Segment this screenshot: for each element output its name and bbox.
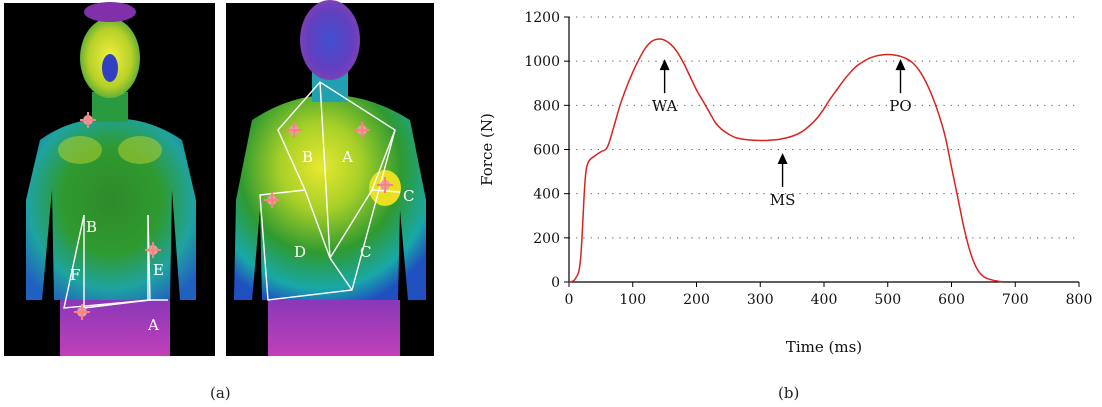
front-label-b: B (86, 218, 97, 236)
force-time-chart: 0 100 200 300 400 500 600 700 800 0 200 400 600 800 10… (478, 10, 1092, 356)
y-tick-label-600: 600 (533, 143, 560, 159)
y-tick-label-0: 0 (551, 275, 560, 291)
annotation-arrow-head (777, 153, 788, 165)
annotation-wa: WA (652, 59, 678, 115)
y-axis-label: Force (N) (478, 113, 496, 186)
y-tick-label-1000: 1000 (524, 54, 560, 70)
marker-back-3 (377, 177, 393, 193)
x-axis-label: Time (ms) (786, 338, 862, 356)
x-tick-label-500: 500 (874, 292, 901, 308)
chart-grid (569, 16, 1079, 239)
y-tick-label-200: 200 (533, 231, 560, 247)
x-tick-label-700: 700 (1002, 292, 1029, 308)
marker-back-1 (286, 122, 302, 138)
chart-axes (568, 17, 1079, 283)
marker-front-3 (74, 304, 90, 320)
x-tick-label-600: 600 (938, 292, 965, 308)
marker-back-2 (354, 122, 370, 138)
front-label-e: E (153, 261, 164, 279)
x-tick-label-300: 300 (747, 292, 774, 308)
caption-panel-a: (a) (210, 384, 231, 402)
annotation-arrow-head (895, 59, 906, 71)
series-force-curve (568, 38, 1003, 283)
annotation-label: WA (652, 97, 678, 115)
x-tick-label-800: 800 (1066, 292, 1093, 308)
marker-front-2 (145, 242, 161, 258)
y-tick-label-800: 800 (533, 98, 560, 114)
marker-front-1 (80, 112, 96, 128)
x-tick-label-400: 400 (811, 292, 838, 308)
back-thermal-image: B A C D C (226, 0, 434, 356)
annotation-arrow-head (659, 59, 670, 71)
chart-annotations: WA MS PO (652, 59, 912, 209)
annotation-label: PO (889, 97, 911, 115)
y-tick-label-400: 400 (533, 187, 560, 203)
x-tick-label-200: 200 (683, 292, 710, 308)
front-label-a: A (147, 316, 159, 334)
x-tick-label-0: 0 (565, 292, 574, 308)
back-label-c-upper: C (403, 187, 414, 205)
front-thermal-image: B F E A (4, 2, 215, 356)
back-label-a: A (341, 148, 353, 166)
chart-ticks: 0 100 200 300 400 500 600 700 800 0 200 400 600 800 10… (524, 10, 1092, 308)
y-tick-label-1200: 1200 (524, 10, 560, 26)
marker-back-4 (264, 192, 280, 208)
annotation-label: MS (770, 191, 796, 209)
annotation-ms: MS (770, 153, 796, 209)
back-label-d: D (294, 243, 306, 261)
x-tick-label-100: 100 (619, 292, 646, 308)
caption-panel-b: (b) (778, 384, 800, 402)
front-label-f: F (70, 266, 80, 284)
thermography-panel: B F E A B A C D C (4, 0, 434, 356)
back-label-b: B (302, 148, 313, 166)
back-label-c-lower: C (360, 243, 371, 261)
annotation-po: PO (889, 59, 912, 115)
